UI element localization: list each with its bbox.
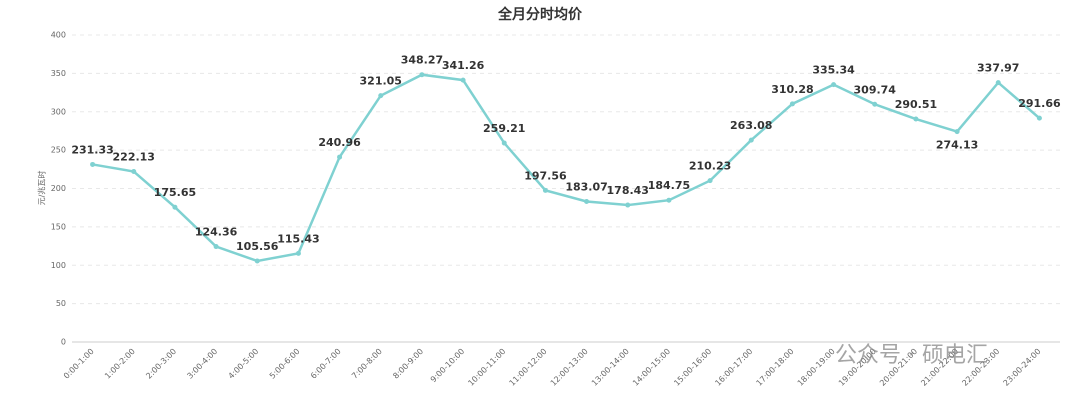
data-point [501, 140, 507, 146]
y-tick-label: 100 [51, 261, 66, 270]
y-axis-label: 元/兆瓦时 [37, 171, 47, 206]
chart-title: 全月分时均价 [497, 6, 583, 23]
series-line [92, 73, 1041, 263]
x-tick-label: 14:00-15:00 [631, 347, 672, 388]
value-label: 105.56 [236, 240, 279, 253]
data-point [1036, 115, 1042, 121]
value-label: 259.21 [483, 122, 525, 135]
x-tick-label: 5:00-6:00 [268, 347, 302, 381]
data-point [378, 93, 384, 99]
data-point [748, 137, 754, 143]
data-point [213, 244, 219, 250]
data-point [954, 129, 960, 135]
data-point [707, 178, 713, 184]
data-point [831, 82, 837, 88]
value-label: 291.66 [1018, 97, 1061, 110]
value-label: 321.05 [360, 75, 402, 88]
value-label: 178.43 [607, 184, 649, 197]
value-label: 197.56 [524, 169, 567, 182]
x-tick-label: 16:00-17:00 [713, 347, 754, 388]
x-tick-label: 13:00-14:00 [590, 347, 631, 388]
x-tick-label: 0:00-1:00 [62, 347, 96, 381]
y-tick-label: 300 [51, 107, 66, 116]
value-label: 175.65 [154, 186, 196, 199]
value-label: 240.96 [318, 136, 361, 149]
data-point [172, 204, 178, 210]
x-tick-label: 8:00-9:00 [391, 347, 425, 381]
x-tick-label: 6:00-7:00 [309, 347, 343, 381]
data-point [419, 72, 425, 78]
value-label: 210.23 [689, 160, 731, 173]
value-label: 231.33 [71, 143, 113, 156]
x-tick-label: 17:00-18:00 [755, 347, 796, 388]
value-label: 124.36 [195, 226, 238, 239]
value-label: 115.43 [277, 232, 319, 245]
y-tick-label: 400 [51, 31, 66, 40]
x-tick-label: 12:00-13:00 [549, 347, 590, 388]
value-label: 337.97 [977, 62, 1019, 75]
data-point [913, 116, 919, 122]
y-tick-label: 350 [51, 69, 66, 78]
x-tick-label: 23:00-24:00 [1002, 347, 1043, 388]
x-tick-label: 18:00-19:00 [796, 347, 837, 388]
y-tick-label: 0 [61, 338, 66, 347]
x-tick-label: 2:00-3:00 [144, 347, 178, 381]
value-label: 348.27 [401, 54, 443, 67]
value-label: 341.26 [442, 59, 485, 72]
x-tick-label: 3:00-4:00 [185, 347, 219, 381]
data-point [131, 169, 137, 175]
data-point [666, 197, 672, 203]
x-tick-label: 7:00-8:00 [350, 347, 384, 381]
value-label: 183.07 [565, 180, 607, 193]
value-label: 263.08 [730, 119, 772, 132]
y-tick-label: 50 [56, 299, 66, 308]
data-point [789, 101, 795, 107]
x-tick-label: 11:00-12:00 [508, 347, 549, 388]
y-tick-label: 250 [51, 146, 66, 155]
data-point [337, 154, 343, 160]
value-label: 290.51 [895, 98, 937, 111]
data-point [625, 202, 631, 208]
data-point [872, 101, 878, 107]
x-tick-label: 9:00-10:00 [429, 347, 466, 384]
value-label: 274.13 [936, 139, 978, 152]
value-label: 309.74 [854, 83, 897, 96]
data-point [995, 80, 1001, 86]
data-point [584, 198, 590, 204]
x-tick-label: 1:00-2:00 [103, 347, 137, 381]
value-label: 222.13 [113, 151, 155, 164]
value-label: 310.28 [771, 83, 813, 96]
x-tick-label: 15:00-16:00 [672, 347, 713, 388]
y-tick-label: 200 [51, 184, 66, 193]
value-label: 184.75 [648, 179, 690, 192]
data-point [460, 77, 466, 83]
data-point [254, 258, 260, 264]
y-tick-label: 150 [51, 222, 66, 231]
data-point [90, 161, 96, 167]
x-tick-label: 4:00-5:00 [227, 347, 261, 381]
data-point [295, 250, 301, 256]
x-tick-label: 10:00-11:00 [466, 347, 507, 388]
value-label: 335.34 [812, 64, 855, 77]
data-point [542, 187, 548, 193]
watermark: 公众号 · 硕电汇 [835, 343, 988, 368]
